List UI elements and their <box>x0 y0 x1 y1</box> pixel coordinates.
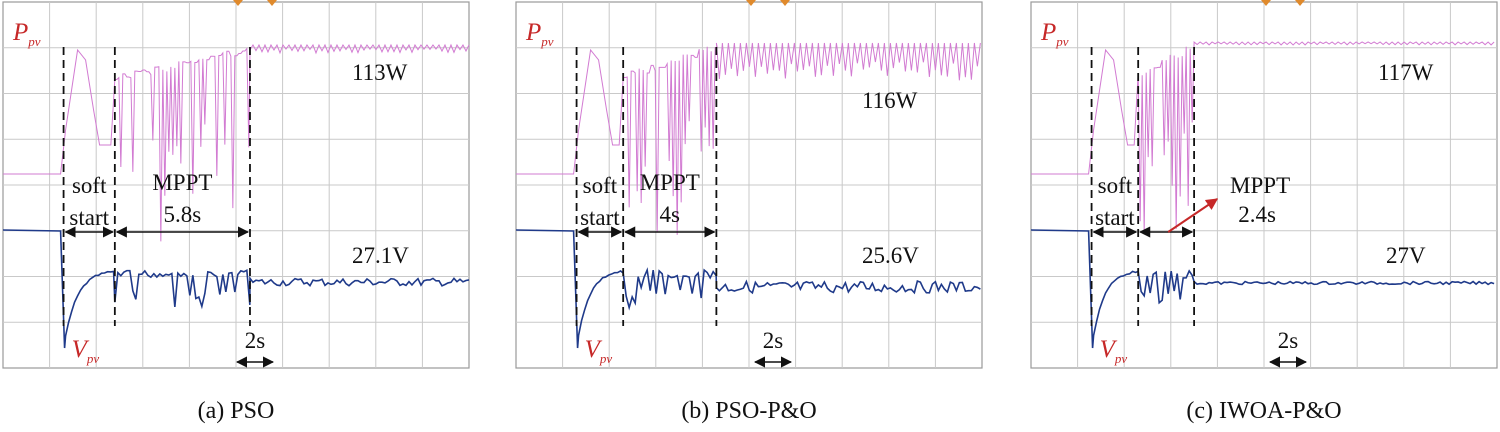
panel-traces <box>515 42 981 349</box>
mppt-callout-arrow <box>1167 198 1219 233</box>
scale-label: 2s <box>245 328 266 353</box>
panel-markers <box>62 47 275 368</box>
scale-label: 2s <box>763 328 784 353</box>
panel-caption: (a) PSO <box>198 398 275 424</box>
softstart-label-line1: soft <box>72 173 107 198</box>
mppt-label: MPPT <box>152 170 212 195</box>
panel-markers <box>575 47 793 368</box>
panel-pso: Ppv Vpv 113W 27.1V soft start MPPT 5.8s … <box>2 0 470 424</box>
mppt-time-label: 2.4s <box>1238 202 1276 227</box>
power-label: Ppv <box>525 19 554 49</box>
softstart-label-line2: start <box>1095 205 1135 230</box>
power-label: Ppv <box>12 19 41 49</box>
trigger-marker <box>746 0 756 6</box>
power-trace <box>516 42 981 235</box>
panel-pso-po: Ppv Vpv 116W 25.6V soft start MPPT 4s 2s… <box>515 0 983 424</box>
softstart-label-line1: soft <box>583 173 618 198</box>
panel-grid <box>515 0 983 369</box>
voltage-value-label: 27.1V <box>352 243 409 268</box>
trigger-marker <box>1261 0 1271 6</box>
softstart-label-line2: start <box>69 205 109 230</box>
power-trace <box>1031 40 1495 234</box>
mppt-label: MPPT <box>640 170 700 195</box>
power-value-label: 116W <box>862 88 918 113</box>
panel-traces <box>1030 40 1495 349</box>
power-value-label: 117W <box>1378 60 1434 85</box>
power-trace <box>3 43 470 242</box>
panel-caption: (c) IWOA-P&O <box>1186 398 1341 424</box>
power-value-label: 113W <box>352 60 408 85</box>
voltage-trace <box>1030 229 1495 349</box>
panel-grid <box>1030 0 1498 369</box>
trigger-marker <box>233 0 243 6</box>
mppt-label: MPPT <box>1230 173 1290 198</box>
mppt-time-label: 4s <box>660 202 681 227</box>
mppt-time-label: 5.8s <box>164 202 202 227</box>
panel-markers <box>1090 47 1308 368</box>
voltage-label: Vpv <box>72 336 100 366</box>
softstart-label-line2: start <box>580 205 620 230</box>
trigger-marker <box>1295 0 1305 6</box>
voltage-label: Vpv <box>585 336 613 366</box>
scale-label: 2s <box>1278 328 1299 353</box>
voltage-trace <box>515 229 981 349</box>
panel-caption: (b) PSO-P&O <box>681 398 816 424</box>
voltage-value-label: 27V <box>1386 243 1426 268</box>
panel-traces <box>2 43 470 349</box>
power-label: Ppv <box>1040 19 1069 49</box>
panel-grid <box>2 0 470 369</box>
voltage-trace <box>2 229 470 349</box>
voltage-value-label: 25.6V <box>862 243 919 268</box>
trigger-marker <box>780 0 790 6</box>
panel-iwoa-po: Ppv Vpv 117W 27V soft start MPPT 2.4s 2s… <box>1030 0 1498 424</box>
trigger-marker <box>267 0 277 6</box>
voltage-label: Vpv <box>1100 336 1128 366</box>
softstart-label-line1: soft <box>1098 173 1133 198</box>
